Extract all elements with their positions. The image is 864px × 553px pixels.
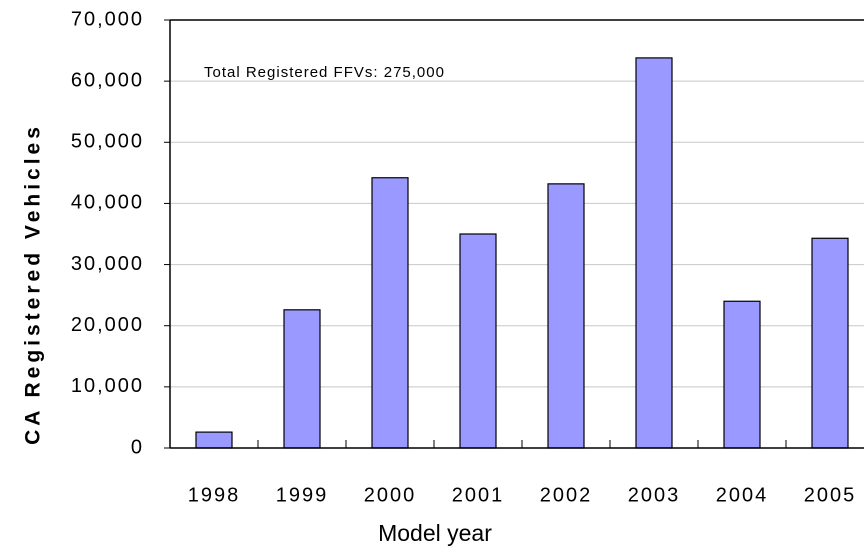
y-tick-label: 10,000 bbox=[71, 375, 144, 397]
y-tick-label: 50,000 bbox=[71, 131, 144, 153]
x-tick-label: 2003 bbox=[628, 484, 681, 506]
bar bbox=[723, 300, 761, 449]
bar bbox=[635, 57, 673, 449]
x-axis-title: Model year bbox=[378, 520, 492, 546]
x-tick-label: 2000 bbox=[364, 484, 417, 506]
y-tick-label: 60,000 bbox=[71, 69, 144, 91]
x-tick-label: 1999 bbox=[276, 484, 329, 506]
x-tick-label: 2001 bbox=[452, 484, 505, 506]
x-tick-label: 2004 bbox=[716, 484, 769, 506]
y-tick-label: 0 bbox=[131, 436, 144, 458]
y-axis-title: CA Registered Vehicles bbox=[22, 123, 45, 445]
y-tick-label: 20,000 bbox=[71, 314, 144, 336]
bar bbox=[371, 177, 409, 449]
x-tick-label: 1998 bbox=[188, 484, 241, 506]
bar bbox=[811, 237, 849, 449]
y-tick-label: 70,000 bbox=[71, 8, 144, 30]
y-tick-label: 30,000 bbox=[71, 253, 144, 275]
x-tick-label: 2002 bbox=[540, 484, 593, 506]
x-tick-label: 2005 bbox=[804, 484, 857, 506]
bar bbox=[283, 309, 321, 449]
bar bbox=[195, 431, 233, 449]
annotation: Total Registered FFVs: 275,000 bbox=[204, 64, 445, 81]
y-tick-label: 40,000 bbox=[71, 192, 144, 214]
bar bbox=[547, 183, 585, 449]
bar bbox=[459, 233, 497, 449]
